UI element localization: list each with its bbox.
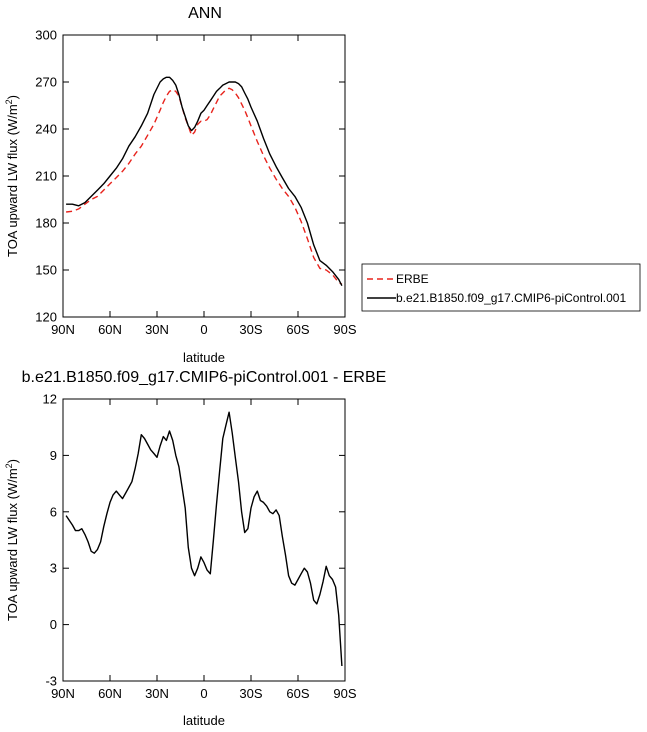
top-chart-xtick-label: 30S — [239, 322, 262, 337]
bottom-chart: b.e21.B1850.f09_g17.CMIP6-piControl.001 … — [4, 369, 386, 728]
legend-model-label: b.e21.B1850.f09_g17.CMIP6-piControl.001 — [396, 291, 626, 305]
top-chart-ytick-label: 240 — [35, 122, 57, 137]
bottom-chart-xtick-label: 90S — [333, 686, 356, 701]
legend-box — [361, 263, 641, 312]
top-chart-xtick-label: 0 — [200, 322, 207, 337]
bottom-chart-ylabel-superscript: 2 — [4, 463, 14, 468]
bottom-chart-ytick-label: -3 — [45, 674, 57, 689]
top-chart-ytick-label: 270 — [35, 75, 57, 90]
top-chart-series-line-0 — [66, 87, 343, 285]
bottom-chart-series-group — [65, 411, 343, 667]
bottom-chart-ylabel-text: TOA upward LW flux (W/m — [5, 468, 20, 621]
top-chart-ytick-label: 180 — [35, 216, 57, 231]
top-chart-title: ANN — [188, 5, 222, 22]
top-chart-ytick-label: 300 — [35, 28, 57, 43]
bottom-chart-xtick-label: 90N — [51, 686, 75, 701]
top-chart: ANN 90N 60N 30N 0 30S 60S 90S 120 150 180 210 240 27… — [4, 5, 641, 365]
bottom-chart-ytick-label: 6 — [50, 504, 57, 519]
top-chart-xlabel: latitude — [183, 350, 225, 365]
bottom-chart-plot-frame — [62, 398, 346, 682]
top-chart-ylabel-close: ) — [5, 95, 20, 99]
top-chart-xtick-label: 60N — [98, 322, 122, 337]
top-chart-ylabel-superscript: 2 — [4, 99, 14, 104]
top-chart-legend: ERBE b.e21.B1850.f09_g17.CMIP6-piControl… — [361, 263, 641, 312]
legend-erbe-label: ERBE — [396, 272, 429, 286]
top-chart-xtick-label: 90N — [51, 322, 75, 337]
bottom-chart-xlabel: latitude — [183, 713, 225, 728]
bottom-chart-ytick-label: 3 — [50, 561, 57, 576]
top-chart-xtick-label: 30N — [145, 322, 169, 337]
top-chart-plot-frame — [62, 34, 346, 318]
bottom-chart-title: b.e21.B1850.f09_g17.CMIP6-piControl.001 … — [22, 369, 387, 386]
top-chart-series-line-1 — [66, 76, 343, 287]
bottom-chart-axes: 90N 60N 30N 0 30S 60S 90S -3 0 3 6 9 12 — [43, 392, 357, 702]
top-chart-ytick-label: 120 — [35, 310, 57, 325]
bottom-chart-ylabel-close: ) — [5, 459, 20, 463]
bottom-chart-xtick-label: 60N — [98, 686, 122, 701]
top-chart-ylabel-text: TOA upward LW flux (W/m — [5, 104, 20, 257]
bottom-chart-ytick-label: 9 — [50, 448, 57, 463]
top-chart-ylabel: TOA upward LW flux (W/m2) — [4, 95, 20, 257]
top-chart-xtick-label: 90S — [333, 322, 356, 337]
bottom-chart-ylabel: TOA upward LW flux (W/m2) — [4, 459, 20, 621]
top-chart-xtick-label: 60S — [286, 322, 309, 337]
bottom-chart-xtick-label: 30S — [239, 686, 262, 701]
bottom-chart-xtick-label: 30N — [145, 686, 169, 701]
bottom-chart-ytick-label: 12 — [43, 392, 57, 407]
bottom-chart-series-line-0 — [65, 411, 343, 667]
top-chart-ytick-label: 150 — [35, 263, 57, 278]
bottom-chart-xtick-label: 0 — [200, 686, 207, 701]
top-chart-axes: 90N 60N 30N 0 30S 60S 90S 120 150 180 210 240 270 300 — [35, 28, 357, 338]
top-chart-ytick-label: 210 — [35, 169, 57, 184]
bottom-chart-ytick-label: 0 — [50, 617, 57, 632]
top-chart-series-group — [66, 76, 343, 287]
bottom-chart-xtick-label: 60S — [286, 686, 309, 701]
